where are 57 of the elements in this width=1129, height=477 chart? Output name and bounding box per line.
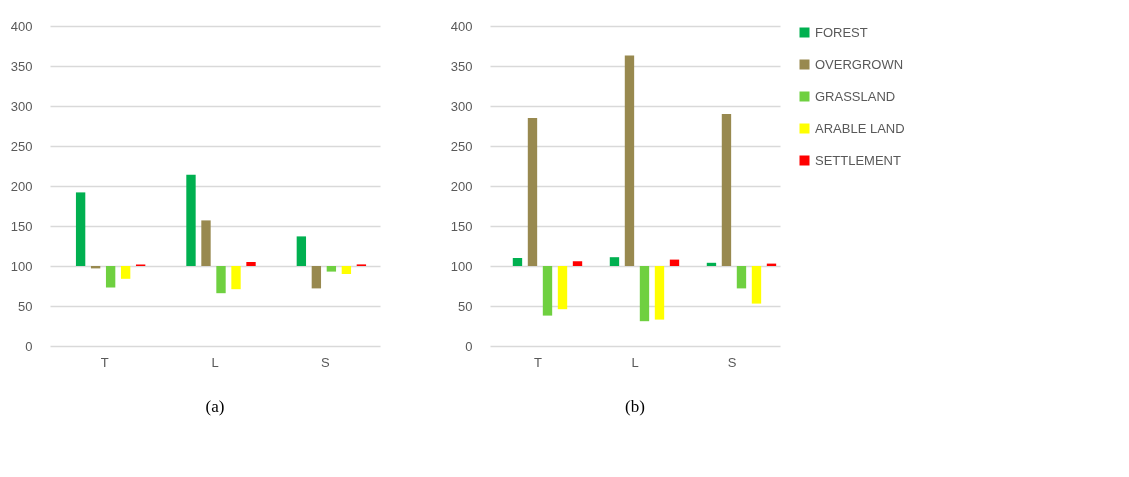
bar (639, 266, 650, 322)
y-tick-label: 50 (458, 298, 473, 314)
bar (216, 266, 226, 294)
y-tick-label: 350 (10, 58, 33, 74)
bar (75, 192, 86, 266)
legend-label: OVERGROWN (815, 56, 904, 72)
bar (669, 259, 680, 266)
bar (120, 266, 131, 279)
bar (609, 257, 620, 266)
x-tick-label: T (534, 354, 543, 370)
legend-label: FOREST (815, 24, 868, 40)
text: (b) (625, 397, 645, 416)
y-tick-label: 100 (10, 258, 33, 274)
legend-label: GRASSLAND (815, 88, 896, 104)
x-tick-label: S (727, 354, 737, 370)
x-tick-label: L (211, 354, 219, 370)
x-tick-label: T (100, 354, 109, 370)
bar (246, 262, 256, 266)
y-tick-label: 200 (10, 178, 33, 194)
text: (a) (205, 397, 225, 416)
bar (542, 266, 553, 316)
y-tick-label: 50 (18, 298, 33, 314)
legend-label: ARABLE LAND (815, 120, 905, 136)
bar (527, 118, 538, 266)
bar (751, 266, 762, 304)
bar (654, 266, 665, 320)
y-tick-label: 0 (25, 338, 33, 354)
bar (311, 266, 322, 289)
bar (706, 262, 717, 266)
bar (721, 114, 732, 266)
bar (624, 55, 635, 266)
y-tick-label: 400 (10, 18, 33, 34)
y-tick-label: 100 (450, 258, 473, 274)
bar (201, 220, 211, 266)
y-tick-label: 300 (10, 98, 33, 114)
x-tick-label: L (631, 354, 639, 370)
bar (572, 261, 583, 266)
y-tick-label: 0 (465, 338, 473, 354)
y-tick-label: 300 (450, 98, 473, 114)
bar (105, 266, 116, 288)
y-tick-label: 400 (450, 18, 473, 34)
bar (512, 258, 523, 266)
y-tick-label: 250 (10, 138, 33, 154)
bar (296, 236, 307, 266)
bar (736, 266, 747, 289)
y-tick-label: 150 (450, 218, 473, 234)
x-tick-label: S (321, 354, 331, 370)
bar (557, 266, 568, 310)
bar (326, 266, 337, 272)
y-tick-label: 200 (450, 178, 473, 194)
y-tick-label: 350 (450, 58, 473, 74)
bar (341, 266, 352, 274)
y-tick-label: 250 (450, 138, 473, 154)
legend-label: SETTLEMENT (815, 152, 902, 168)
bar (231, 266, 241, 290)
y-tick-label: 150 (10, 218, 33, 234)
bar (186, 174, 196, 266)
